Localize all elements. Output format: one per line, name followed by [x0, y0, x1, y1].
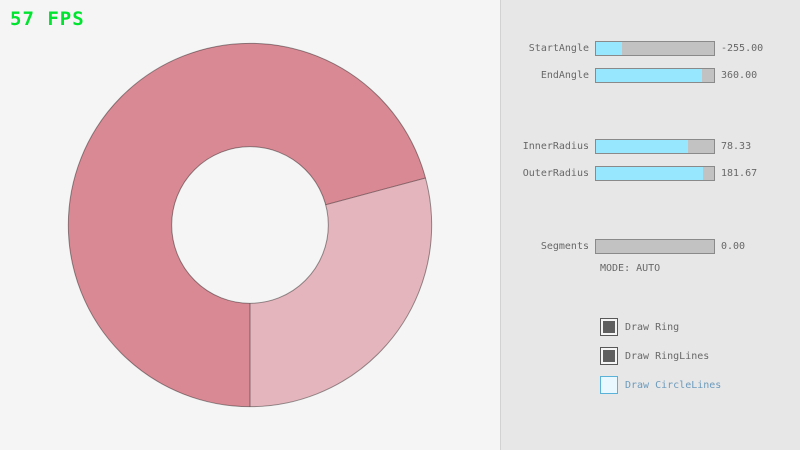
- draw-ring-label: Draw Ring: [625, 321, 680, 333]
- settings-panel: StartAngle -255.00 EndAngle 360.00 Inner…: [500, 0, 800, 450]
- outerradius-label: OuterRadius: [522, 168, 589, 179]
- outerradius-slider-row: OuterRadius 181.67: [500, 166, 800, 181]
- outerradius-slider[interactable]: [595, 166, 715, 181]
- slider-fill: [596, 167, 704, 180]
- mode-label: MODE: AUTO: [600, 263, 661, 274]
- innerradius-slider-row: InnerRadius 78.33: [500, 139, 800, 154]
- ring-segment: [250, 177, 432, 407]
- startangle-slider[interactable]: [595, 41, 715, 56]
- ring-segment: [68, 43, 426, 407]
- segments-slider[interactable]: [595, 239, 715, 254]
- endangle-label: EndAngle: [540, 70, 589, 81]
- draw-circlelines-label: Draw CircleLines: [625, 379, 722, 391]
- draw-ringlines-label: Draw RingLines: [625, 350, 710, 362]
- draw-ring-checkbox[interactable]: [600, 318, 618, 336]
- startangle-slider-row: StartAngle -255.00: [500, 41, 800, 56]
- fps-counter: 57 FPS: [10, 8, 85, 30]
- segments-label: Segments: [540, 241, 589, 252]
- startangle-label: StartAngle: [528, 43, 589, 54]
- slider-fill: [596, 140, 689, 153]
- innerradius-label: InnerRadius: [522, 141, 589, 152]
- startangle-value: -255.00: [721, 43, 764, 54]
- slider-fill: [596, 42, 622, 55]
- draw-circlelines-checkbox[interactable]: [600, 376, 618, 394]
- draw-ringlines-checkbox-row: Draw RingLines: [600, 347, 709, 365]
- endangle-slider[interactable]: [595, 68, 715, 83]
- ring-line-radial: [325, 177, 426, 206]
- segments-slider-row: Segments 0.00: [500, 239, 800, 254]
- ring-chart: [67, 42, 433, 408]
- endangle-value: 360.00: [721, 70, 758, 81]
- draw-circlelines-checkbox-row: Draw CircleLines: [600, 376, 721, 394]
- innerradius-slider[interactable]: [595, 139, 715, 154]
- ring-line-circle: [171, 146, 329, 304]
- panel-divider: [500, 0, 501, 450]
- ring-line-circle: [67, 42, 433, 408]
- draw-ring-checkbox-row: Draw Ring: [600, 318, 679, 336]
- outerradius-value: 181.67: [721, 168, 758, 179]
- innerradius-value: 78.33: [721, 141, 752, 152]
- slider-fill: [596, 69, 703, 82]
- draw-ringlines-checkbox[interactable]: [600, 347, 618, 365]
- segments-value: 0.00: [721, 241, 746, 252]
- endangle-slider-row: EndAngle 360.00: [500, 68, 800, 83]
